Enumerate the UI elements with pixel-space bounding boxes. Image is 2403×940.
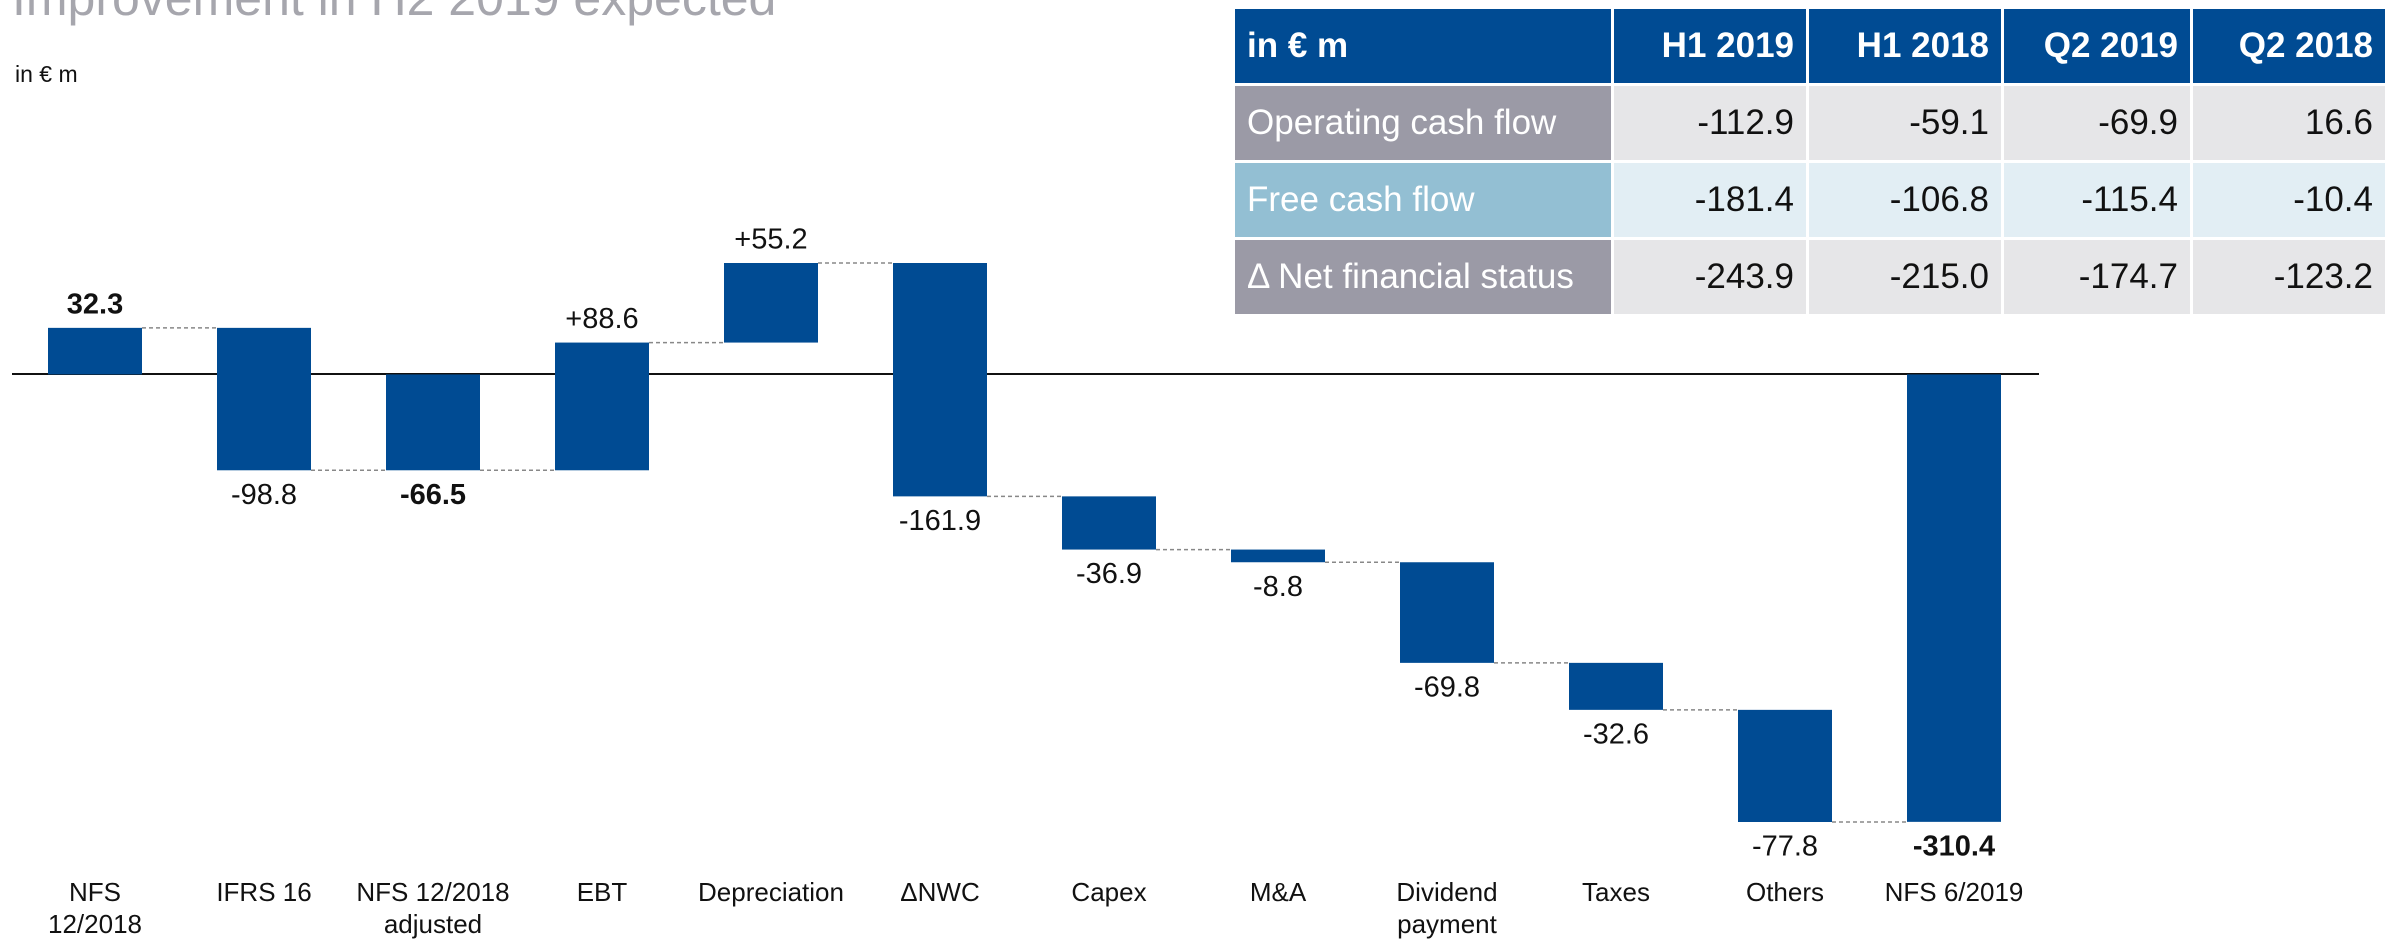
header-cell: Q2 2019 (2004, 9, 2190, 83)
value-cell: -115.4 (2004, 163, 2190, 237)
value-label: -161.9 (899, 505, 981, 537)
header-cell: Q2 2018 (2193, 9, 2385, 83)
row-label: Free cash flow (1235, 163, 1611, 237)
value-cell: -69.9 (2004, 86, 2190, 160)
value-cell: -59.1 (1809, 86, 2001, 160)
x-tick-label: EBT (576, 877, 628, 907)
value-label: -310.4 (1913, 831, 1995, 863)
table-header: in € m H1 2019 H1 2018 Q2 2019 Q2 2018 (1235, 9, 2385, 83)
value-cell: -123.2 (2193, 240, 2385, 314)
table-row: Free cash flow -181.4 -106.8 -115.4 -10.4 (1235, 163, 2385, 237)
bar (724, 263, 818, 343)
x-tick-label: ΔNWC (900, 877, 980, 907)
value-label: -36.9 (1076, 558, 1142, 590)
kpi-table: in € m H1 2019 H1 2018 Q2 2019 Q2 2018 Opera… (1232, 6, 2388, 317)
row-label: Δ Net financial status (1235, 240, 1611, 314)
value-cell: 16.6 (2193, 86, 2385, 160)
value-cell: -243.9 (1614, 240, 1806, 314)
value-cell: -106.8 (1809, 163, 2001, 237)
row-label: Operating cash flow (1235, 86, 1611, 160)
value-label: +55.2 (734, 224, 807, 256)
value-label: 32.3 (67, 289, 123, 321)
x-tick-label: IFRS 16 (216, 877, 312, 907)
bar (217, 327, 311, 471)
value-label: -8.8 (1253, 571, 1303, 603)
x-tick-label: Taxes (1582, 877, 1650, 907)
x-tick-label: NFS 12/2018 adjusted (356, 877, 510, 939)
value-label: -98.8 (231, 479, 297, 511)
table-row: Δ Net financial status -243.9 -215.0 -174.7… (1235, 240, 2385, 314)
unit-label: in € m (15, 61, 78, 87)
bar (48, 327, 142, 375)
x-tick-label: Dividend payment (1396, 877, 1498, 939)
bar (1907, 374, 2001, 822)
bar (386, 374, 480, 471)
header-cell: H1 2018 (1809, 9, 2001, 83)
bar (1569, 662, 1663, 710)
bar (1062, 496, 1156, 550)
value-label: -69.8 (1414, 672, 1480, 704)
x-tick-label: NFS 6/2019 (1884, 877, 2024, 907)
value-cell: -10.4 (2193, 163, 2385, 237)
x-tick-label: NFS 12/2018 (48, 877, 142, 939)
x-tick-label: Others (1745, 877, 1825, 907)
value-label: -77.8 (1752, 831, 1818, 863)
value-cell: -112.9 (1614, 86, 1806, 160)
x-tick-label: Depreciation (698, 877, 844, 907)
table-row: Operating cash flow -112.9 -59.1 -69.9 16.6 (1235, 86, 2385, 160)
value-cell: -174.7 (2004, 240, 2190, 314)
bar (893, 263, 987, 497)
bar (555, 342, 649, 471)
bar (1400, 562, 1494, 663)
x-tick-label: M&A (1249, 877, 1307, 907)
value-label: -32.6 (1583, 719, 1649, 751)
bar (1231, 549, 1325, 563)
header-cell: in € m (1235, 9, 1611, 83)
value-label: -66.5 (400, 479, 466, 511)
bar (1738, 709, 1832, 822)
value-label: +88.6 (565, 303, 638, 335)
value-cell: -181.4 (1614, 163, 1806, 237)
value-cell: -215.0 (1809, 240, 2001, 314)
x-tick-label: Capex (1071, 877, 1147, 907)
chart-title: Improvement in H2 2019 expected (12, 0, 776, 26)
header-cell: H1 2019 (1614, 9, 1806, 83)
